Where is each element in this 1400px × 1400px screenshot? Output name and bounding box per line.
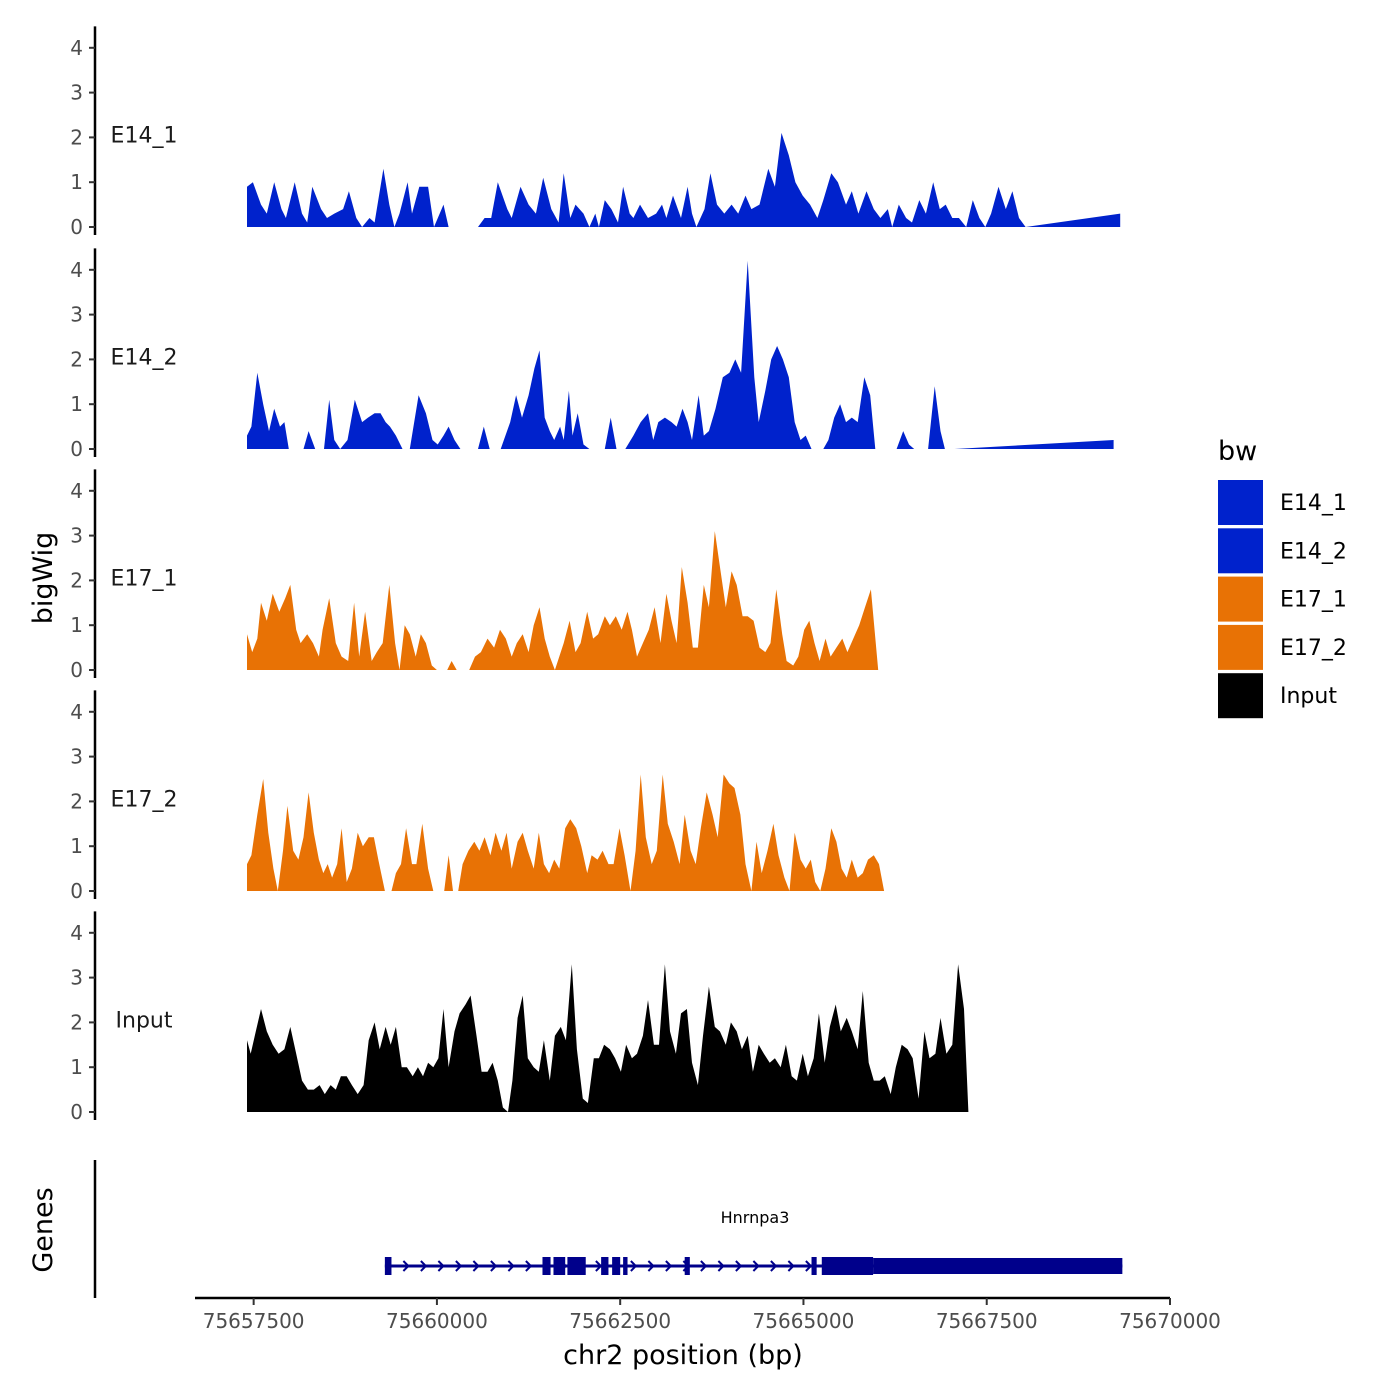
coverage-area-e14-1 — [247, 132, 1121, 227]
gene-exon — [821, 1257, 874, 1275]
y-tick-label: 3 — [70, 524, 83, 548]
x-axis-title: chr2 position (bp) — [563, 1340, 803, 1371]
y-tick-label: 1 — [70, 834, 83, 858]
legend-label: E17_2 — [1280, 636, 1347, 661]
legend-swatch-e17-2 — [1218, 624, 1263, 670]
y-tick-label: 1 — [70, 170, 83, 194]
y-tick-label: 0 — [70, 215, 83, 239]
gene-exon — [553, 1257, 566, 1275]
x-tick-label: 75657500 — [203, 1309, 305, 1333]
legend-label: E17_1 — [1280, 588, 1347, 613]
track-label: E14_1 — [111, 123, 178, 148]
strand-arrow — [717, 1260, 725, 1272]
y-tick-label: 1 — [70, 1055, 83, 1079]
coverage-area-e17-2 — [247, 774, 885, 891]
y-tick-label: 0 — [70, 437, 83, 461]
strand-arrow — [805, 1260, 813, 1272]
strand-arrow — [455, 1260, 463, 1272]
x-tick-label: 75667500 — [936, 1309, 1038, 1333]
gene-exon — [384, 1257, 392, 1275]
gene-name-label: Hnrnpa3 — [721, 1208, 790, 1227]
y-tick-label: 2 — [70, 347, 83, 371]
x-tick-label: 75665000 — [753, 1309, 855, 1333]
strand-arrow — [507, 1260, 515, 1272]
y-tick-label: 2 — [70, 125, 83, 149]
track-e17-1: 0 1 2 3 4 E17_1 — [70, 469, 879, 682]
track-label: E17_2 — [111, 787, 178, 812]
strand-arrow — [787, 1260, 795, 1272]
strand-arrow — [490, 1260, 498, 1272]
strand-arrow — [595, 1260, 603, 1272]
y-tick-label: 4 — [70, 921, 83, 945]
legend-title: bw — [1218, 436, 1257, 467]
legend: bw E14_1 E14_2 E17_1 E17_2 Input — [1218, 436, 1347, 719]
coverage-area-e14-2 — [247, 260, 1114, 449]
y-tick-label: 4 — [70, 700, 83, 724]
y-tick-label: 1 — [70, 392, 83, 416]
x-tick-label: 75660000 — [386, 1309, 488, 1333]
legend-label: E14_1 — [1280, 491, 1347, 516]
legend-swatch-e14-1 — [1218, 480, 1263, 525]
strand-arrow — [647, 1260, 655, 1272]
strand-arrow — [630, 1260, 638, 1272]
track-input: 0 1 2 3 4 Input — [70, 911, 969, 1124]
gene-exon — [542, 1257, 551, 1275]
coverage-tracks: 0 1 2 3 4 E14_1 0 1 2 3 4 E14_2 0 1 2 3 4 E17_1 0 1 2 3 4 E17_2… — [70, 26, 1121, 1124]
strand-arrow — [770, 1260, 778, 1272]
strand-arrow — [472, 1260, 480, 1272]
strand-arrow — [735, 1260, 743, 1272]
x-tick-label: 75670000 — [1119, 1309, 1221, 1333]
strand-arrow — [525, 1260, 533, 1272]
gene-exon — [811, 1257, 817, 1275]
x-axis: 75657500 75660000 75662500 75665000 75667500… — [195, 1296, 1221, 1333]
y-tick-label: 3 — [70, 81, 83, 105]
track-label: E14_2 — [111, 345, 178, 370]
y-tick-label: 4 — [70, 36, 83, 60]
strand-arrow — [437, 1260, 445, 1272]
y-axis-title: bigWig — [28, 532, 59, 625]
y-tick-label: 3 — [70, 303, 83, 327]
track-label: E17_1 — [111, 566, 178, 591]
y-tick-label: 4 — [70, 479, 83, 503]
y-tick-label: 0 — [70, 1100, 83, 1124]
x-tick-label: 75662500 — [569, 1309, 671, 1333]
y-tick-label: 1 — [70, 613, 83, 637]
track-label: Input — [116, 1008, 173, 1033]
gene-exon — [623, 1257, 628, 1275]
gene-exon — [567, 1257, 586, 1275]
strand-arrow — [700, 1260, 708, 1272]
y-tick-label: 4 — [70, 258, 83, 282]
gene-exon — [612, 1257, 621, 1275]
strand-arrow — [402, 1260, 410, 1272]
legend-swatch-input — [1218, 673, 1263, 719]
gene-exon — [873, 1258, 1123, 1274]
legend-label: Input — [1280, 684, 1337, 709]
track-e14-1: 0 1 2 3 4 E14_1 — [70, 26, 1121, 239]
y-tick-label: 0 — [70, 658, 83, 682]
strand-arrow — [752, 1260, 760, 1272]
track-e14-2: 0 1 2 3 4 E14_2 — [70, 248, 1114, 461]
gene-exon — [684, 1257, 690, 1275]
y-tick-label: 3 — [70, 745, 83, 769]
genes-track: Hnrnpa3 — [93, 1160, 1123, 1298]
strand-arrow — [665, 1260, 673, 1272]
y-tick-label: 2 — [70, 568, 83, 592]
track-e17-2: 0 1 2 3 4 E17_2 — [70, 690, 885, 903]
y-tick-label: 3 — [70, 966, 83, 990]
coverage-area-input — [247, 964, 969, 1112]
y-tick-label: 0 — [70, 879, 83, 903]
y-tick-label: 2 — [70, 789, 83, 813]
y-tick-label: 2 — [70, 1010, 83, 1034]
legend-label: E14_2 — [1280, 539, 1347, 564]
legend-swatch-e17-1 — [1218, 576, 1263, 622]
gene-exon — [601, 1257, 609, 1275]
legend-swatch-e14-2 — [1218, 528, 1263, 574]
strand-arrow — [420, 1260, 428, 1272]
coverage-area-e17-1 — [247, 531, 879, 670]
genes-axis-title: Genes — [28, 1187, 59, 1272]
